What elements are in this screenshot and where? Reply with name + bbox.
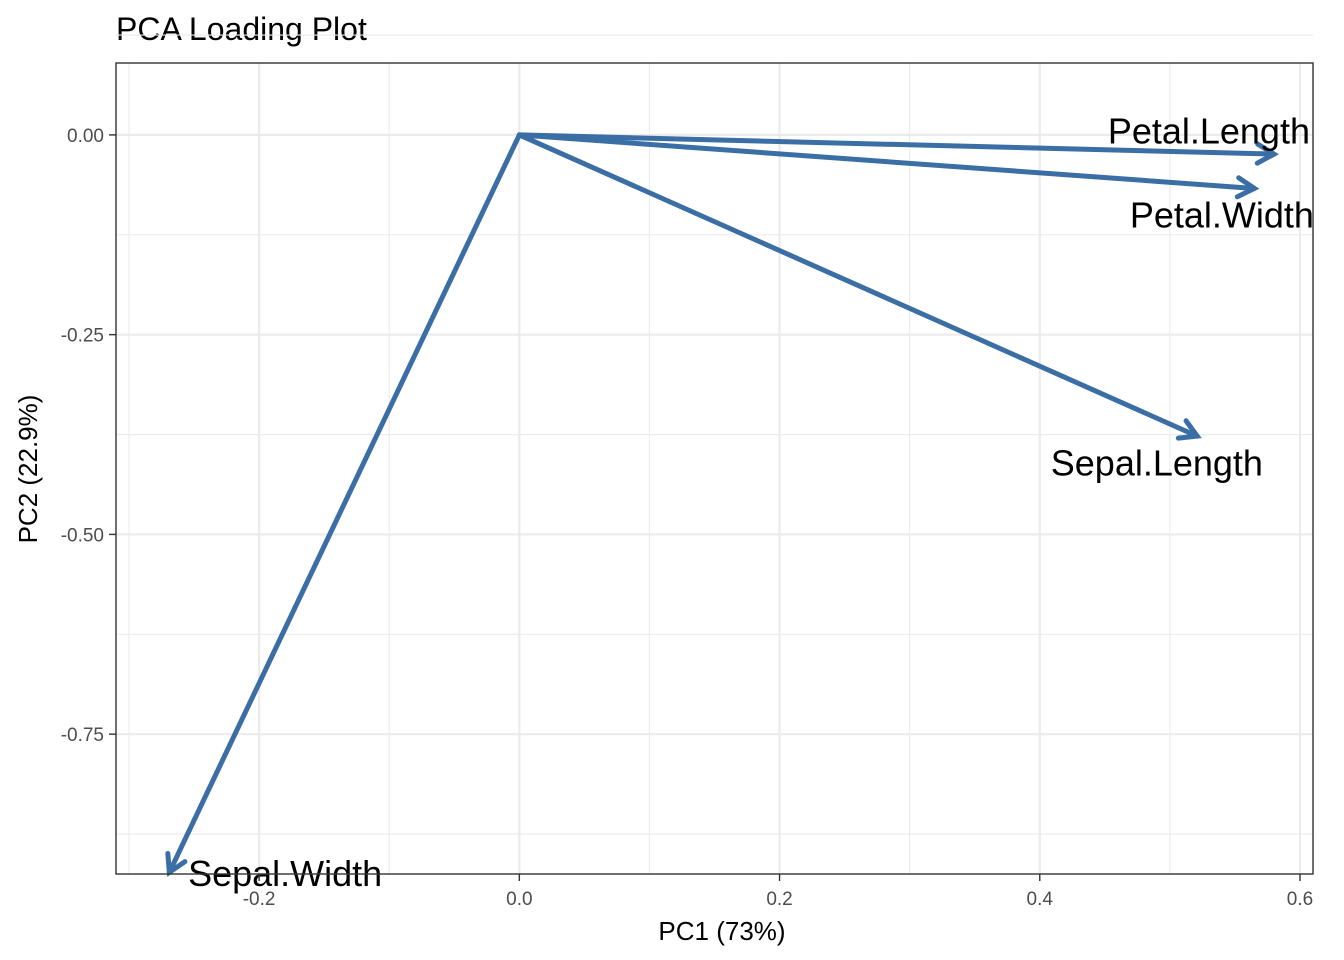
y-tick-label: -0.50: [61, 525, 104, 546]
loading-vectors: [165, 132, 1279, 877]
x-axis-title: PC1 (73%): [658, 916, 785, 946]
y-tick-label: -0.75: [61, 725, 104, 746]
x-tick-label: 0.2: [766, 889, 792, 910]
vector-label-sepal-length: Sepal.Length: [1051, 442, 1263, 483]
loading-vector-sepal-length: [516, 132, 1200, 439]
y-axis: 0.00 -0.25 -0.50 -0.75: [61, 126, 116, 746]
vector-labels: Sepal.LengthSepal.WidthPetal.LengthPetal…: [188, 111, 1314, 894]
vector-label-petal-length: Petal.Length: [1108, 111, 1310, 152]
x-tick-label: 0.0: [506, 889, 532, 910]
loading-vector-sepal-width: [166, 132, 522, 875]
arrowhead-sepal-width: [165, 850, 188, 877]
loading-vector-petal-width: [516, 132, 1257, 191]
arrowhead-petal-width: [1234, 175, 1260, 200]
y-tick-label: -0.25: [61, 326, 104, 347]
x-tick-label: 0.4: [1027, 889, 1054, 910]
loading-vector-petal-length: [516, 132, 1277, 157]
chart-title: PCA Loading Plot: [116, 11, 367, 47]
arrowhead-sepal-length: [1175, 418, 1202, 441]
y-tick-label: 0.00: [67, 126, 104, 147]
y-axis-title: PC2 (22.9%): [13, 395, 43, 544]
grid: [116, 34, 1313, 874]
x-tick-label: 0.6: [1287, 889, 1313, 910]
x-axis: -0.2 0.0 0.2 0.4 0.6: [243, 874, 1313, 910]
plot-panel-border: [115, 62, 1314, 875]
arrowhead-petal-length: [1254, 141, 1279, 166]
vector-label-petal-width: Petal.Width: [1130, 195, 1314, 236]
x-tick-label: -0.2: [243, 889, 276, 910]
